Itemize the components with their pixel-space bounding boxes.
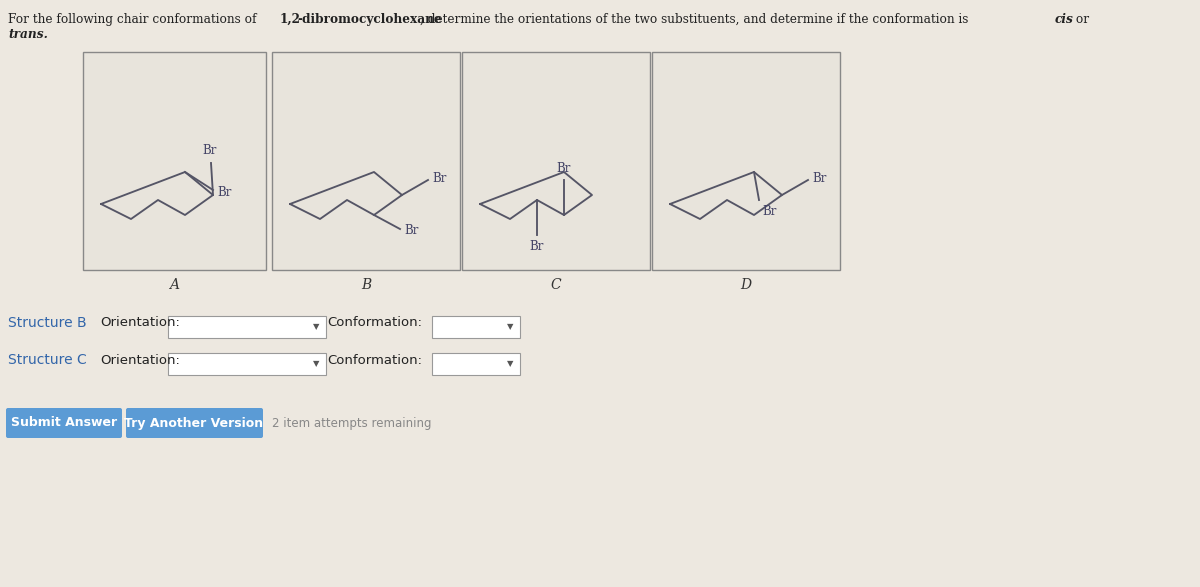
Text: Br: Br bbox=[812, 171, 827, 184]
Bar bbox=[432, 353, 520, 375]
Text: C: C bbox=[551, 278, 562, 292]
Bar bbox=[652, 52, 840, 270]
Text: Structure B: Structure B bbox=[8, 316, 86, 330]
Text: Br: Br bbox=[203, 144, 217, 157]
Text: Br: Br bbox=[530, 240, 544, 253]
Text: Orientation:: Orientation: bbox=[100, 353, 180, 366]
Text: ▼: ▼ bbox=[506, 359, 514, 369]
Text: Br: Br bbox=[404, 224, 419, 238]
Text: ▼: ▼ bbox=[313, 322, 319, 332]
Text: Conformation:: Conformation: bbox=[326, 353, 422, 366]
Text: ▼: ▼ bbox=[313, 359, 319, 369]
Text: or: or bbox=[1072, 13, 1090, 26]
Bar bbox=[432, 316, 520, 338]
Bar bbox=[83, 52, 266, 270]
Text: ▼: ▼ bbox=[506, 322, 514, 332]
Text: Try Another Version: Try Another Version bbox=[125, 417, 264, 430]
Text: D: D bbox=[740, 278, 751, 292]
FancyBboxPatch shape bbox=[6, 408, 122, 438]
Text: trans.: trans. bbox=[8, 28, 48, 41]
Text: Br: Br bbox=[762, 205, 776, 218]
Text: cis: cis bbox=[1055, 13, 1074, 26]
Text: Br: Br bbox=[217, 185, 232, 198]
Text: A: A bbox=[169, 278, 180, 292]
Text: B: B bbox=[361, 278, 371, 292]
Text: 2 item attempts remaining: 2 item attempts remaining bbox=[272, 417, 432, 430]
Text: 1,2: 1,2 bbox=[280, 13, 301, 26]
Text: Submit Answer: Submit Answer bbox=[11, 417, 118, 430]
Text: Conformation:: Conformation: bbox=[326, 316, 422, 329]
Text: Br: Br bbox=[557, 162, 571, 175]
Text: For the following chair conformations of: For the following chair conformations of bbox=[8, 13, 260, 26]
Bar bbox=[168, 353, 326, 375]
FancyBboxPatch shape bbox=[126, 408, 263, 438]
Text: Orientation:: Orientation: bbox=[100, 316, 180, 329]
Text: -dibromocyclohexane: -dibromocyclohexane bbox=[298, 13, 442, 26]
Text: , determine the orientations of the two substituents, and determine if the confo: , determine the orientations of the two … bbox=[420, 13, 972, 26]
Text: Br: Br bbox=[432, 171, 446, 184]
Bar bbox=[272, 52, 460, 270]
Bar bbox=[462, 52, 650, 270]
Text: Structure C: Structure C bbox=[8, 353, 86, 367]
Bar bbox=[168, 316, 326, 338]
